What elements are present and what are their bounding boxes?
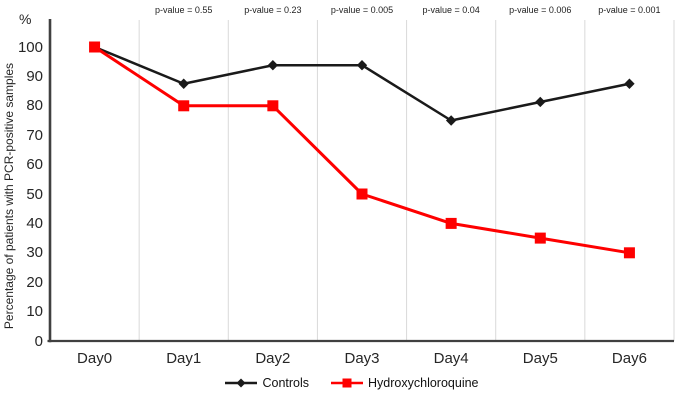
hydroxychloroquine-marker — [445, 217, 457, 229]
hydroxychloroquine-marker — [89, 41, 101, 53]
controls-marker — [535, 96, 546, 108]
x-axis-label: Day6 — [611, 350, 647, 367]
controls-marker — [267, 60, 279, 71]
x-axis-label: Day5 — [522, 350, 558, 367]
hydroxychloroquine-marker — [534, 232, 546, 244]
p-value-label: p-value = 0.04 — [422, 5, 480, 15]
x-axis-label: Day2 — [255, 350, 291, 367]
y-tick-label: 0 — [34, 332, 43, 350]
legend-label-hydroxychloroquine: Hydroxychloroquine — [368, 376, 479, 390]
hydroxychloroquine-line — [93, 45, 630, 255]
p-value-label: p-value = 0.001 — [598, 5, 661, 15]
controls-marker — [178, 78, 189, 89]
y-tick-label: 80 — [26, 97, 43, 115]
hydroxychloroquine-marker — [623, 247, 635, 259]
hydroxychloroquine-line-square-icon — [331, 378, 364, 388]
p-value-label: p-value = 0.006 — [509, 5, 572, 15]
controls-marker — [624, 78, 635, 89]
controls-line — [94, 45, 630, 122]
y-tick-label: 70 — [26, 126, 43, 144]
legend-item-controls: Controls — [225, 376, 309, 390]
y-tick-label: 100 — [17, 38, 43, 56]
legend-item-hydroxychloroquine: Hydroxychloroquine — [331, 376, 479, 390]
y-tick-label: 50 — [26, 185, 43, 203]
y-tick-label: 90 — [26, 67, 43, 85]
controls-marker — [445, 115, 457, 126]
x-axis-label: Day3 — [344, 350, 380, 367]
y-axis-unit-label: % — [19, 11, 32, 27]
y-tick-label: 30 — [26, 244, 43, 262]
p-value-label: p-value = 0.23 — [244, 5, 302, 15]
hydroxychloroquine-marker — [178, 100, 190, 112]
x-axis-label: Day4 — [433, 350, 469, 367]
legend: Controls Hydroxychloroquine — [0, 376, 678, 390]
p-value-label: p-value = 0.005 — [330, 5, 394, 15]
x-axis-label: Day0 — [77, 350, 113, 367]
y-tick-label: 20 — [26, 273, 43, 291]
p-value-label: p-value = 0.55 — [155, 5, 213, 15]
controls-line-diamond-icon — [225, 378, 258, 388]
y-tick-label: 60 — [26, 156, 43, 174]
controls-marker — [356, 60, 368, 71]
y-tick-label: 40 — [26, 214, 43, 232]
y-tick-label: 10 — [26, 303, 43, 321]
hydroxychloroquine-marker — [356, 188, 368, 200]
x-axis-label: Day1 — [166, 350, 202, 367]
legend-label-controls: Controls — [262, 376, 310, 390]
hydroxychloroquine-marker — [267, 100, 279, 112]
